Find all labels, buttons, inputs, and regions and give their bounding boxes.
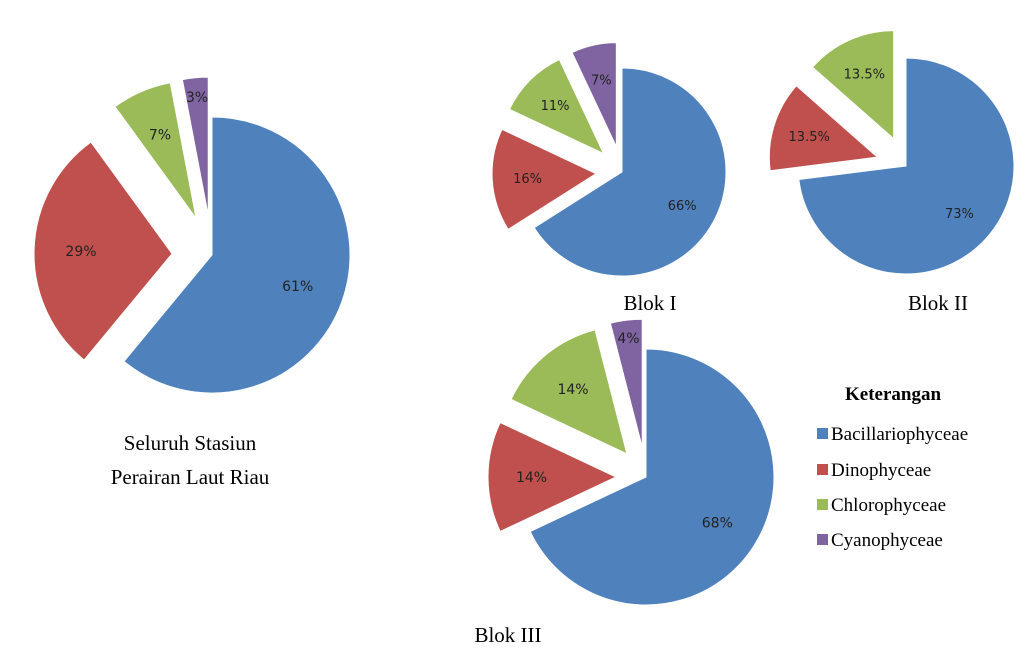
pie-chart-blok-iii: 68% 14% 14% 4% Blok III <box>474 318 775 647</box>
pie-chart-seluruh-stasiun-perairan-laut-riau: 61% 29% 7% 3% Seluruh Stasiun Perairan Laut R… <box>33 76 351 489</box>
data-label-chlorophyceae: 13.5% <box>844 68 885 83</box>
data-label-chlorophyceae: 14% <box>557 382 588 398</box>
slice-bacillariophyceae <box>533 67 727 277</box>
charts-layer: 61% 29% 7% 3% Seluruh Stasiun Perairan Laut R… <box>33 30 1015 647</box>
chart-caption: Blok III <box>474 623 541 647</box>
legend-label-cyanophyceae: Cyanophyceae <box>831 530 943 551</box>
slice-dinophyceae <box>768 85 879 172</box>
chart-caption: Perairan Laut Riau <box>111 465 270 489</box>
pie-chart-blok-ii: 73% 13.5% 13.5% Blok II <box>768 30 1015 315</box>
data-label-bacillariophyceae: 61% <box>282 279 313 295</box>
slice-bacillariophyceae <box>123 116 351 394</box>
slice-dinophyceae <box>487 421 618 533</box>
data-label-dinophyceae: 14% <box>516 470 547 486</box>
data-label-bacillariophyceae: 73% <box>945 207 974 222</box>
legend-swatch-chlorophyceae <box>817 499 828 510</box>
chart-caption: Blok II <box>908 291 968 315</box>
legend-title: Keterangan <box>845 384 941 405</box>
data-label-chlorophyceae: 11% <box>541 99 570 114</box>
legend-item-bacillariophyceae: Bacillariophyceae <box>817 424 968 445</box>
legend-swatch-bacillariophyceae <box>817 428 828 439</box>
legend-swatch-dinophyceae <box>817 464 828 475</box>
chart-caption: Blok I <box>623 291 676 315</box>
data-label-bacillariophyceae: 66% <box>668 199 697 214</box>
pie-chart-blok-i: 66% 16% 11% 7% Blok I <box>491 42 727 315</box>
slice-chlorophyceae <box>811 30 895 140</box>
data-label-dinophyceae: 16% <box>513 172 542 187</box>
data-label-cyanophyceae: 4% <box>617 331 639 347</box>
data-label-dinophyceae: 29% <box>65 244 96 260</box>
legend-label-chlorophyceae: Chlorophyceae <box>831 495 946 516</box>
slice-dinophyceae <box>33 141 173 361</box>
data-label-chlorophyceae: 7% <box>149 128 171 144</box>
data-label-bacillariophyceae: 68% <box>702 515 733 531</box>
slice-cyanophyceae <box>571 42 617 147</box>
legend-label-bacillariophyceae: Bacillariophyceae <box>831 424 968 445</box>
legend-label-dinophyceae: Dinophyceae <box>831 460 931 481</box>
data-label-dinophyceae: 13.5% <box>789 130 830 145</box>
legend-item-chlorophyceae: Chlorophyceae <box>817 495 946 516</box>
slice-bacillariophyceae <box>529 348 775 606</box>
slice-bacillariophyceae <box>798 57 1015 275</box>
legend: Keterangan Bacillariophyceae Dinophyceae… <box>817 384 968 551</box>
slice-cyanophyceae <box>181 76 209 216</box>
slice-dinophyceae <box>491 128 598 231</box>
slice-cyanophyceae <box>609 318 643 448</box>
data-label-cyanophyceae: 3% <box>186 90 208 106</box>
slice-chlorophyceae <box>508 58 605 155</box>
legend-swatch-cyanophyceae <box>817 534 828 545</box>
legend-item-cyanophyceae: Cyanophyceae <box>817 530 943 551</box>
slice-chlorophyceae <box>114 82 197 219</box>
chart-caption: Seluruh Stasiun <box>124 431 257 455</box>
data-label-cyanophyceae: 7% <box>591 74 612 89</box>
slice-chlorophyceae <box>510 329 628 455</box>
legend-item-dinophyceae: Dinophyceae <box>817 460 931 481</box>
